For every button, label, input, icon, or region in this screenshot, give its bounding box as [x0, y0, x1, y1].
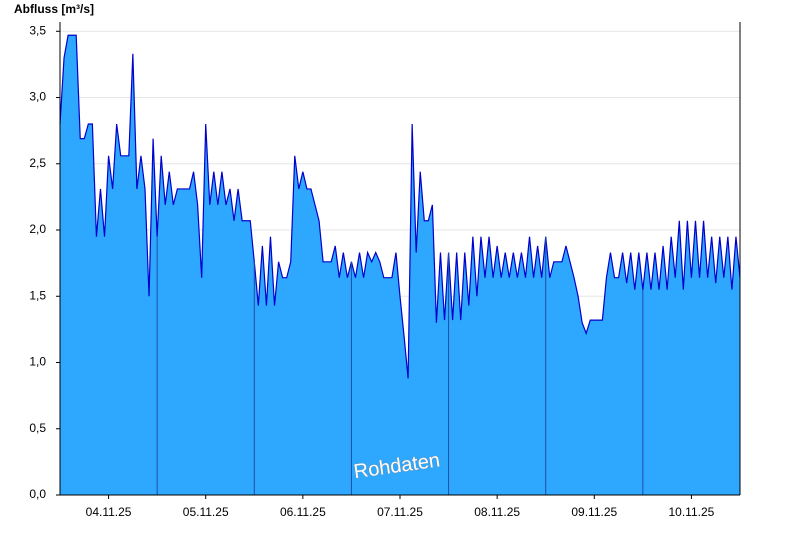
y-tick-label: 3,5 — [29, 23, 46, 37]
x-tick-label: 10.11.25 — [669, 505, 715, 519]
x-tick-label: 04.11.25 — [86, 505, 132, 519]
y-tick-label: 3,0 — [29, 90, 46, 104]
x-tick-label: 05.11.25 — [183, 505, 229, 519]
x-tick-label: 09.11.25 — [571, 505, 617, 519]
y-tick-label: 0,5 — [29, 421, 46, 435]
line — [59, 34, 741, 379]
y-tick-label: 0,0 — [29, 487, 46, 501]
y-tick-label: 2,5 — [29, 156, 46, 170]
y-axis-label: Abfluss [m³/s] — [14, 2, 94, 16]
y-tick-label: 1,0 — [29, 355, 46, 369]
x-tick-label: 08.11.25 — [474, 505, 520, 519]
y-tick-label: 2,0 — [29, 222, 46, 236]
y-tick-label: 1,5 — [29, 288, 46, 302]
x-tick-label: 07.11.25 — [377, 505, 423, 519]
x-tick-label: 06.11.25 — [280, 505, 326, 519]
area — [60, 35, 740, 495]
